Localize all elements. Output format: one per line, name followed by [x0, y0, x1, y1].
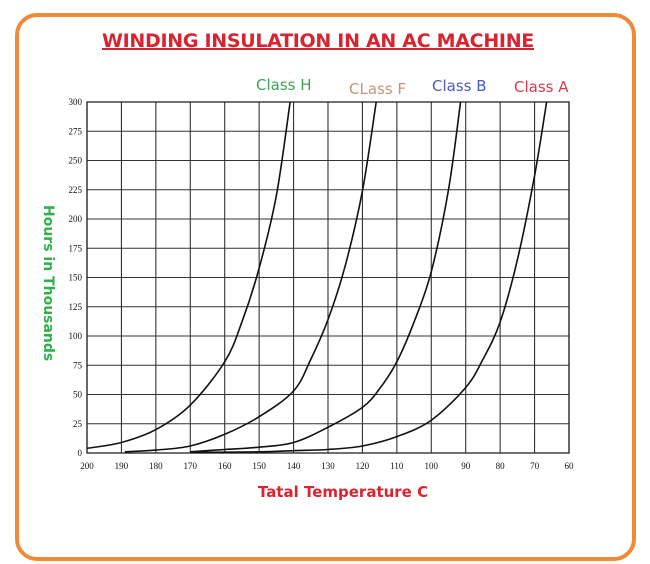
x-tick-label: 150: [252, 461, 266, 471]
series-label-class-h: Class H: [256, 76, 312, 94]
series-curve-class-a: [190, 101, 548, 454]
y-tick-label: 100: [69, 331, 83, 341]
y-tick-label: 125: [69, 302, 83, 312]
y-axis-label-wrap: Hours in Thousands: [40, 205, 60, 365]
y-tick-label: 250: [69, 156, 83, 166]
x-tick-label: 60: [565, 461, 575, 471]
y-tick-label: 300: [69, 97, 83, 107]
x-tick-label: 170: [184, 461, 198, 471]
axis-ticks: 200 190 180 170 160 150 140 130 120 110 100 90 80 70 6…: [69, 97, 575, 471]
series-curves: [86, 101, 548, 454]
y-tick-label: 0: [78, 448, 83, 458]
chart-frame: [15, 13, 636, 561]
y-axis-label: Hours in Thousands: [40, 205, 56, 362]
x-tick-label: 120: [356, 461, 370, 471]
x-tick-label: 180: [149, 461, 163, 471]
x-tick-label: 140: [287, 461, 301, 471]
x-tick-label: 190: [115, 461, 129, 471]
x-axis-label: Tatal Temperature C: [257, 483, 429, 501]
x-tick-label: 110: [390, 461, 404, 471]
x-tick-label: 70: [530, 461, 540, 471]
x-tick-label: 90: [461, 461, 471, 471]
y-tick-label: 75: [73, 360, 83, 370]
series-curve-class-h: [86, 101, 291, 450]
grid-lines: [86, 101, 570, 454]
y-tick-label: 275: [69, 126, 83, 136]
y-tick-label: 25: [73, 419, 83, 429]
y-tick-label: 150: [69, 273, 83, 283]
x-tick-label: 160: [218, 461, 232, 471]
x-tick-label: 100: [425, 461, 439, 471]
series-label-class-f: CLass F: [349, 80, 407, 98]
series-curve-class-f: [124, 101, 377, 453]
y-tick-label: 50: [73, 390, 83, 400]
series-label-class-b: Class B: [432, 77, 487, 95]
x-tick-label: 200: [80, 461, 94, 471]
chart-title: WINDING INSULATION IN AN AC MACHINE: [102, 30, 534, 52]
y-tick-label: 200: [69, 214, 83, 224]
series-curve-class-b: [190, 101, 462, 453]
y-tick-label: 175: [69, 243, 83, 253]
y-tick-label: 225: [69, 185, 83, 195]
series-label-class-a: Class A: [514, 78, 569, 96]
x-tick-label: 130: [321, 461, 335, 471]
x-tick-label: 80: [496, 461, 506, 471]
